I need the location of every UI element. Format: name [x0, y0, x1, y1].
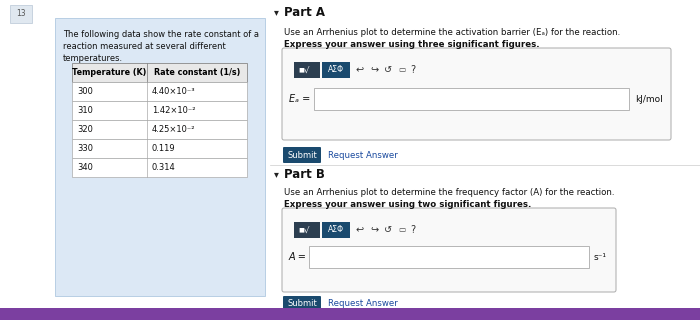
Text: ▭: ▭: [398, 66, 405, 75]
Bar: [55, 18, 265, 296]
Text: ?: ?: [410, 225, 415, 235]
Bar: [72, 120, 247, 139]
Text: 320: 320: [77, 125, 93, 134]
Text: s⁻¹: s⁻¹: [594, 252, 607, 261]
Text: Request Answer: Request Answer: [328, 150, 398, 159]
Bar: [72, 139, 247, 158]
Text: 13: 13: [16, 10, 26, 19]
Text: ΑΣΦ: ΑΣΦ: [328, 66, 344, 75]
Text: Rate constant (1/s): Rate constant (1/s): [154, 68, 240, 77]
Text: ↪: ↪: [370, 65, 378, 75]
Bar: [322, 222, 350, 238]
FancyBboxPatch shape: [283, 147, 321, 163]
Text: Part B: Part B: [284, 168, 325, 181]
Bar: [72, 158, 247, 177]
Bar: [0, 308, 700, 320]
Text: ▾: ▾: [274, 169, 279, 179]
Bar: [10, 5, 32, 23]
Text: Temperature (K): Temperature (K): [72, 68, 147, 77]
Text: ↺: ↺: [384, 65, 392, 75]
Text: Submit: Submit: [287, 150, 317, 159]
Bar: [72, 101, 247, 120]
Text: ■: ■: [298, 68, 304, 73]
Bar: [72, 63, 247, 82]
FancyBboxPatch shape: [282, 48, 671, 140]
Text: Use an Arrhenius plot to determine the activation barrier (Eₐ) for the reaction.: Use an Arrhenius plot to determine the a…: [284, 28, 620, 37]
Text: Express your answer using three significant figures.: Express your answer using three signific…: [284, 40, 540, 49]
Text: Request Answer: Request Answer: [328, 300, 398, 308]
Text: Submit: Submit: [287, 300, 317, 308]
Text: Use an Arrhenius plot to determine the frequency factor (A) for the reaction.: Use an Arrhenius plot to determine the f…: [284, 188, 615, 197]
Bar: [309, 246, 589, 268]
Text: ↩: ↩: [356, 65, 364, 75]
Text: ▭: ▭: [398, 226, 405, 235]
FancyBboxPatch shape: [282, 208, 616, 292]
Bar: [314, 88, 629, 110]
Text: The following data show the rate constant of a
reaction measured at several diff: The following data show the rate constan…: [63, 30, 259, 63]
Text: ?: ?: [410, 65, 415, 75]
Text: 4.40×10⁻³: 4.40×10⁻³: [152, 87, 195, 96]
Bar: [294, 62, 320, 78]
Text: 300: 300: [77, 87, 93, 96]
Text: ↪: ↪: [370, 225, 378, 235]
Text: 4.25×10⁻²: 4.25×10⁻²: [152, 125, 195, 134]
Text: 1.42×10⁻²: 1.42×10⁻²: [152, 106, 195, 115]
Text: 330: 330: [77, 144, 93, 153]
Bar: [322, 62, 350, 78]
Text: ↩: ↩: [356, 225, 364, 235]
Bar: [294, 222, 320, 238]
Text: kJ/mol: kJ/mol: [635, 94, 663, 103]
Text: 340: 340: [77, 163, 93, 172]
Text: Eₐ =: Eₐ =: [289, 94, 310, 104]
Text: ↺: ↺: [384, 225, 392, 235]
Text: ▾: ▾: [274, 7, 279, 17]
Text: ΑΣΦ: ΑΣΦ: [328, 226, 344, 235]
Text: Part A: Part A: [284, 6, 325, 19]
Text: √: √: [304, 66, 309, 75]
FancyBboxPatch shape: [283, 296, 321, 312]
Text: 0.119: 0.119: [152, 144, 176, 153]
Text: ■: ■: [298, 228, 304, 233]
Text: 310: 310: [77, 106, 93, 115]
Text: √: √: [304, 226, 309, 235]
Text: A =: A =: [289, 252, 307, 262]
Text: 0.314: 0.314: [152, 163, 176, 172]
Bar: [72, 82, 247, 101]
Text: Express your answer using two significant figures.: Express your answer using two significan…: [284, 200, 531, 209]
